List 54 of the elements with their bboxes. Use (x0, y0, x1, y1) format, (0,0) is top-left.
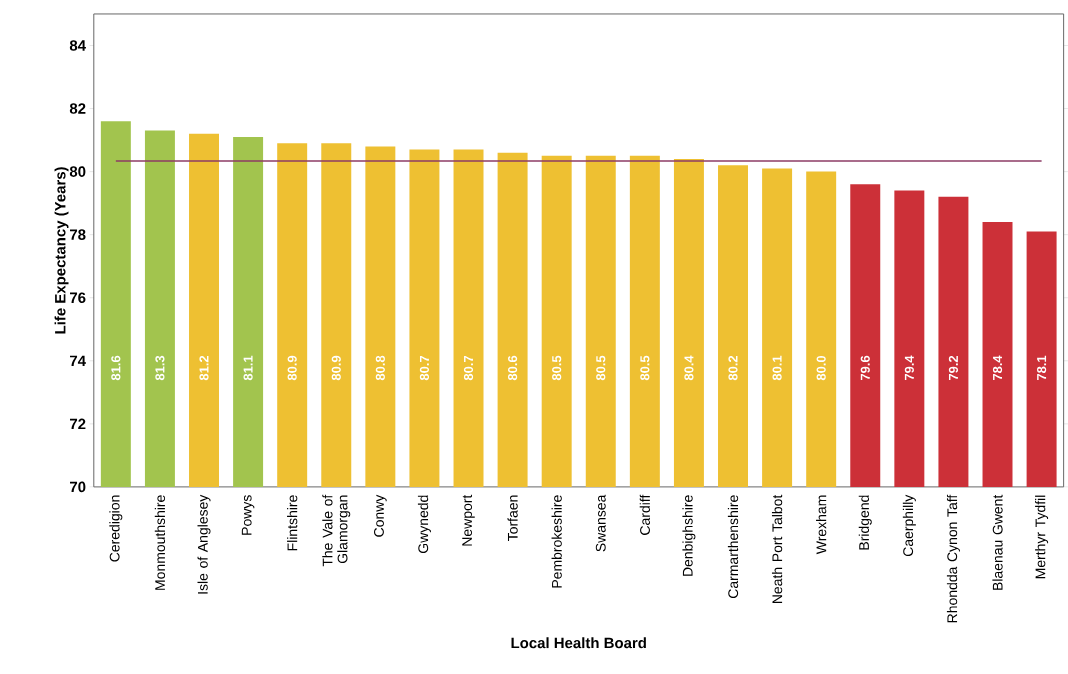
data-label: 80.2 (728, 355, 738, 380)
data-label: 78.4 (992, 355, 1003, 380)
x-tick-label: Swansea (595, 494, 606, 552)
data-label: 80.6 (508, 355, 518, 380)
x-tick-label: Ceredigion (109, 495, 123, 562)
data-label: 79.6 (860, 355, 870, 380)
data-label: 79.4 (904, 355, 914, 380)
x-tick-label: Monmouthshire (154, 495, 166, 590)
x-tick-label: Neath Port Talbot (771, 494, 783, 603)
x-tick-label: Conwy (374, 494, 387, 537)
data-label: 81.1 (243, 355, 253, 380)
data-label: 80.7 (419, 355, 430, 380)
data-label: 80.5 (596, 355, 606, 380)
x-tick-label: Powys (241, 494, 255, 535)
data-label: 81.3 (155, 355, 165, 380)
x-tick-label: Wrexham (816, 495, 827, 554)
x-tick-label: Rhondda Cynon Taff (946, 494, 960, 622)
data-label: 80.4 (684, 355, 694, 380)
data-label: 81.6 (111, 355, 121, 380)
y-tick-label: 80 (69, 166, 86, 177)
x-tick-label: Newport (462, 494, 475, 546)
data-label: 80.5 (552, 355, 562, 380)
data-label: 80.9 (331, 355, 341, 380)
y-tick-label: 74 (70, 355, 86, 366)
data-label: 81.2 (199, 355, 209, 380)
x-tick-label: Merthyr Tydfil (1035, 495, 1049, 578)
x-tick-label: Pembrokeshire (551, 495, 562, 588)
data-label: 78.1 (1037, 355, 1047, 380)
x-tick-label: Gwynedd (417, 495, 431, 553)
x-tick-label: Flintshire (287, 495, 298, 550)
data-label: 80.8 (375, 355, 385, 380)
data-label: 80.9 (287, 355, 297, 380)
x-axis-title: Local Health Board (511, 637, 646, 648)
y-tick-label: 82 (69, 103, 86, 114)
x-tick-label: The Vale of Glamorgan (322, 494, 351, 567)
data-label: 80.7 (463, 355, 474, 380)
data-label: 80.0 (816, 355, 826, 380)
data-label: 80.1 (772, 355, 782, 380)
x-tick-label: Cardiff (639, 494, 650, 535)
x-tick-label: Blaenau Gwent (992, 494, 1003, 590)
x-tick-label: Isle of Anglesey (197, 494, 211, 594)
y-tick-label: 76 (70, 292, 86, 303)
x-tick-label: Caerphilly (902, 494, 916, 556)
x-tick-label: Denbighshire (682, 495, 696, 576)
data-label: 80.5 (640, 355, 650, 380)
y-tick-label: 72 (70, 418, 86, 429)
x-tick-label: Bridgend (858, 495, 872, 550)
x-tick-label: Carmarthenshire (727, 495, 739, 598)
y-tick-label: 70 (70, 481, 86, 492)
y-axis-title: Life Expectancy (Years) (54, 166, 69, 334)
x-tick-label: Torfaen (507, 495, 518, 541)
y-tick-label: 84 (69, 39, 86, 51)
y-tick-label: 78 (70, 229, 86, 240)
data-label: 79.2 (948, 355, 959, 380)
